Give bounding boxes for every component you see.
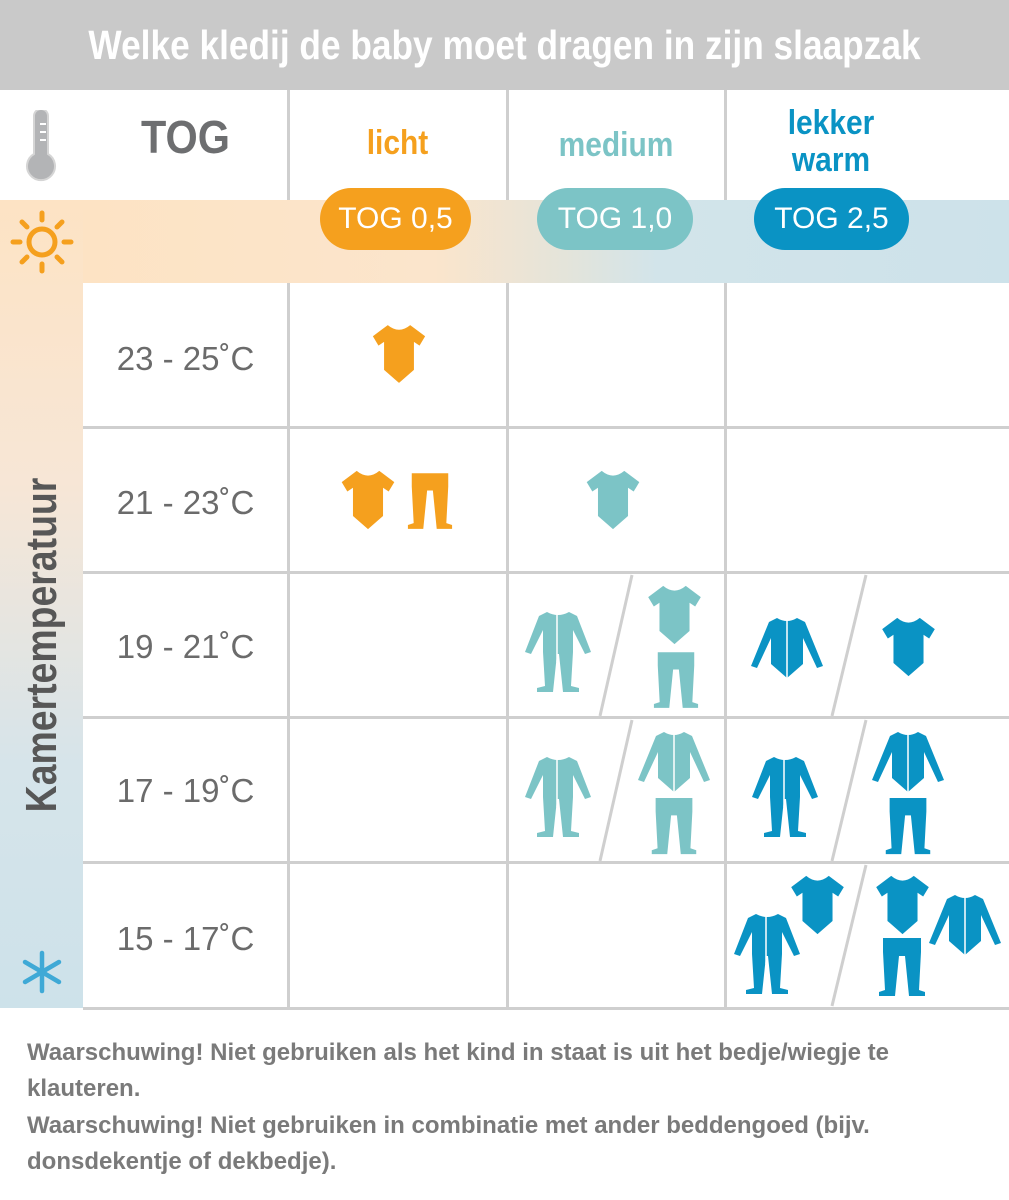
row-label: 19 - 21˚C	[116, 628, 255, 665]
divider	[724, 283, 727, 1009]
room-temperature-gradient-strip	[0, 200, 83, 1008]
bodysuit-long-sleeve-icon	[929, 893, 1001, 955]
divider	[83, 571, 1009, 574]
side-label: Kamertemperatuur	[17, 477, 66, 813]
category-lekker-warm-line2: warm	[791, 141, 871, 179]
row-label: 17 - 19˚C	[116, 772, 255, 809]
thermometer-icon	[26, 110, 56, 182]
divider	[724, 90, 727, 200]
divider	[83, 716, 1009, 719]
footed-onesie-icon	[525, 610, 591, 694]
divider	[83, 426, 1009, 429]
or-divider	[598, 574, 634, 717]
sun-icon	[10, 210, 74, 274]
tog-badge-2-5: TOG 2,5	[754, 188, 909, 250]
category-medium: medium	[558, 126, 674, 164]
pants-icon	[649, 798, 699, 856]
bodysuit-short-sleeve-icon	[646, 584, 703, 646]
row-label: 23 - 25˚C	[116, 340, 255, 377]
title-bar	[0, 0, 1009, 90]
divider	[83, 861, 1009, 864]
tog-badge-1-0: TOG 1,0	[537, 188, 693, 250]
row-label: 15 - 17˚C	[116, 920, 255, 957]
diagonal-dividers	[598, 574, 868, 1007]
divider	[506, 283, 509, 1009]
bodysuit-long-sleeve-icon	[872, 730, 944, 792]
pants-icon	[406, 472, 454, 532]
category-licht: licht	[366, 124, 429, 162]
pants-icon	[652, 652, 700, 710]
bodysuit-short-sleeve-icon	[874, 874, 931, 936]
footed-onesie-icon	[525, 755, 591, 839]
or-divider	[598, 719, 634, 862]
bodysuit-short-sleeve-icon	[339, 469, 397, 531]
row-label: 21 - 23˚C	[116, 484, 255, 521]
bodysuit-short-sleeve-icon	[880, 616, 937, 678]
bodysuit-long-sleeve-icon	[638, 730, 710, 792]
footed-onesie-icon	[752, 755, 818, 839]
divider	[287, 90, 290, 200]
footed-onesie-icon	[734, 912, 800, 996]
snowflake-icon	[22, 950, 62, 994]
or-divider	[830, 864, 868, 1007]
warning-text: Waarschuwing! Niet gebruiken in combinat…	[27, 1112, 870, 1175]
category-lekker-warm-line1: lekker	[787, 104, 875, 142]
bodysuit-long-sleeve-icon	[751, 616, 823, 678]
divider	[287, 283, 290, 1009]
bodysuit-short-sleeve-icon	[371, 323, 427, 385]
pants-icon	[883, 798, 933, 856]
divider	[83, 1007, 1009, 1010]
or-divider	[830, 574, 868, 717]
tog-badge-0-5: TOG 0,5	[320, 188, 471, 250]
bodysuit-short-sleeve-icon	[584, 469, 642, 531]
page-title: Welke kledij de baby moet dragen in zijn…	[88, 22, 921, 68]
or-divider	[830, 719, 868, 862]
tog-column-header: TOG	[141, 111, 230, 163]
pants-icon	[877, 938, 927, 998]
warning-text: Waarschuwing! Niet gebruiken als het kin…	[27, 1039, 889, 1102]
divider	[506, 90, 509, 200]
